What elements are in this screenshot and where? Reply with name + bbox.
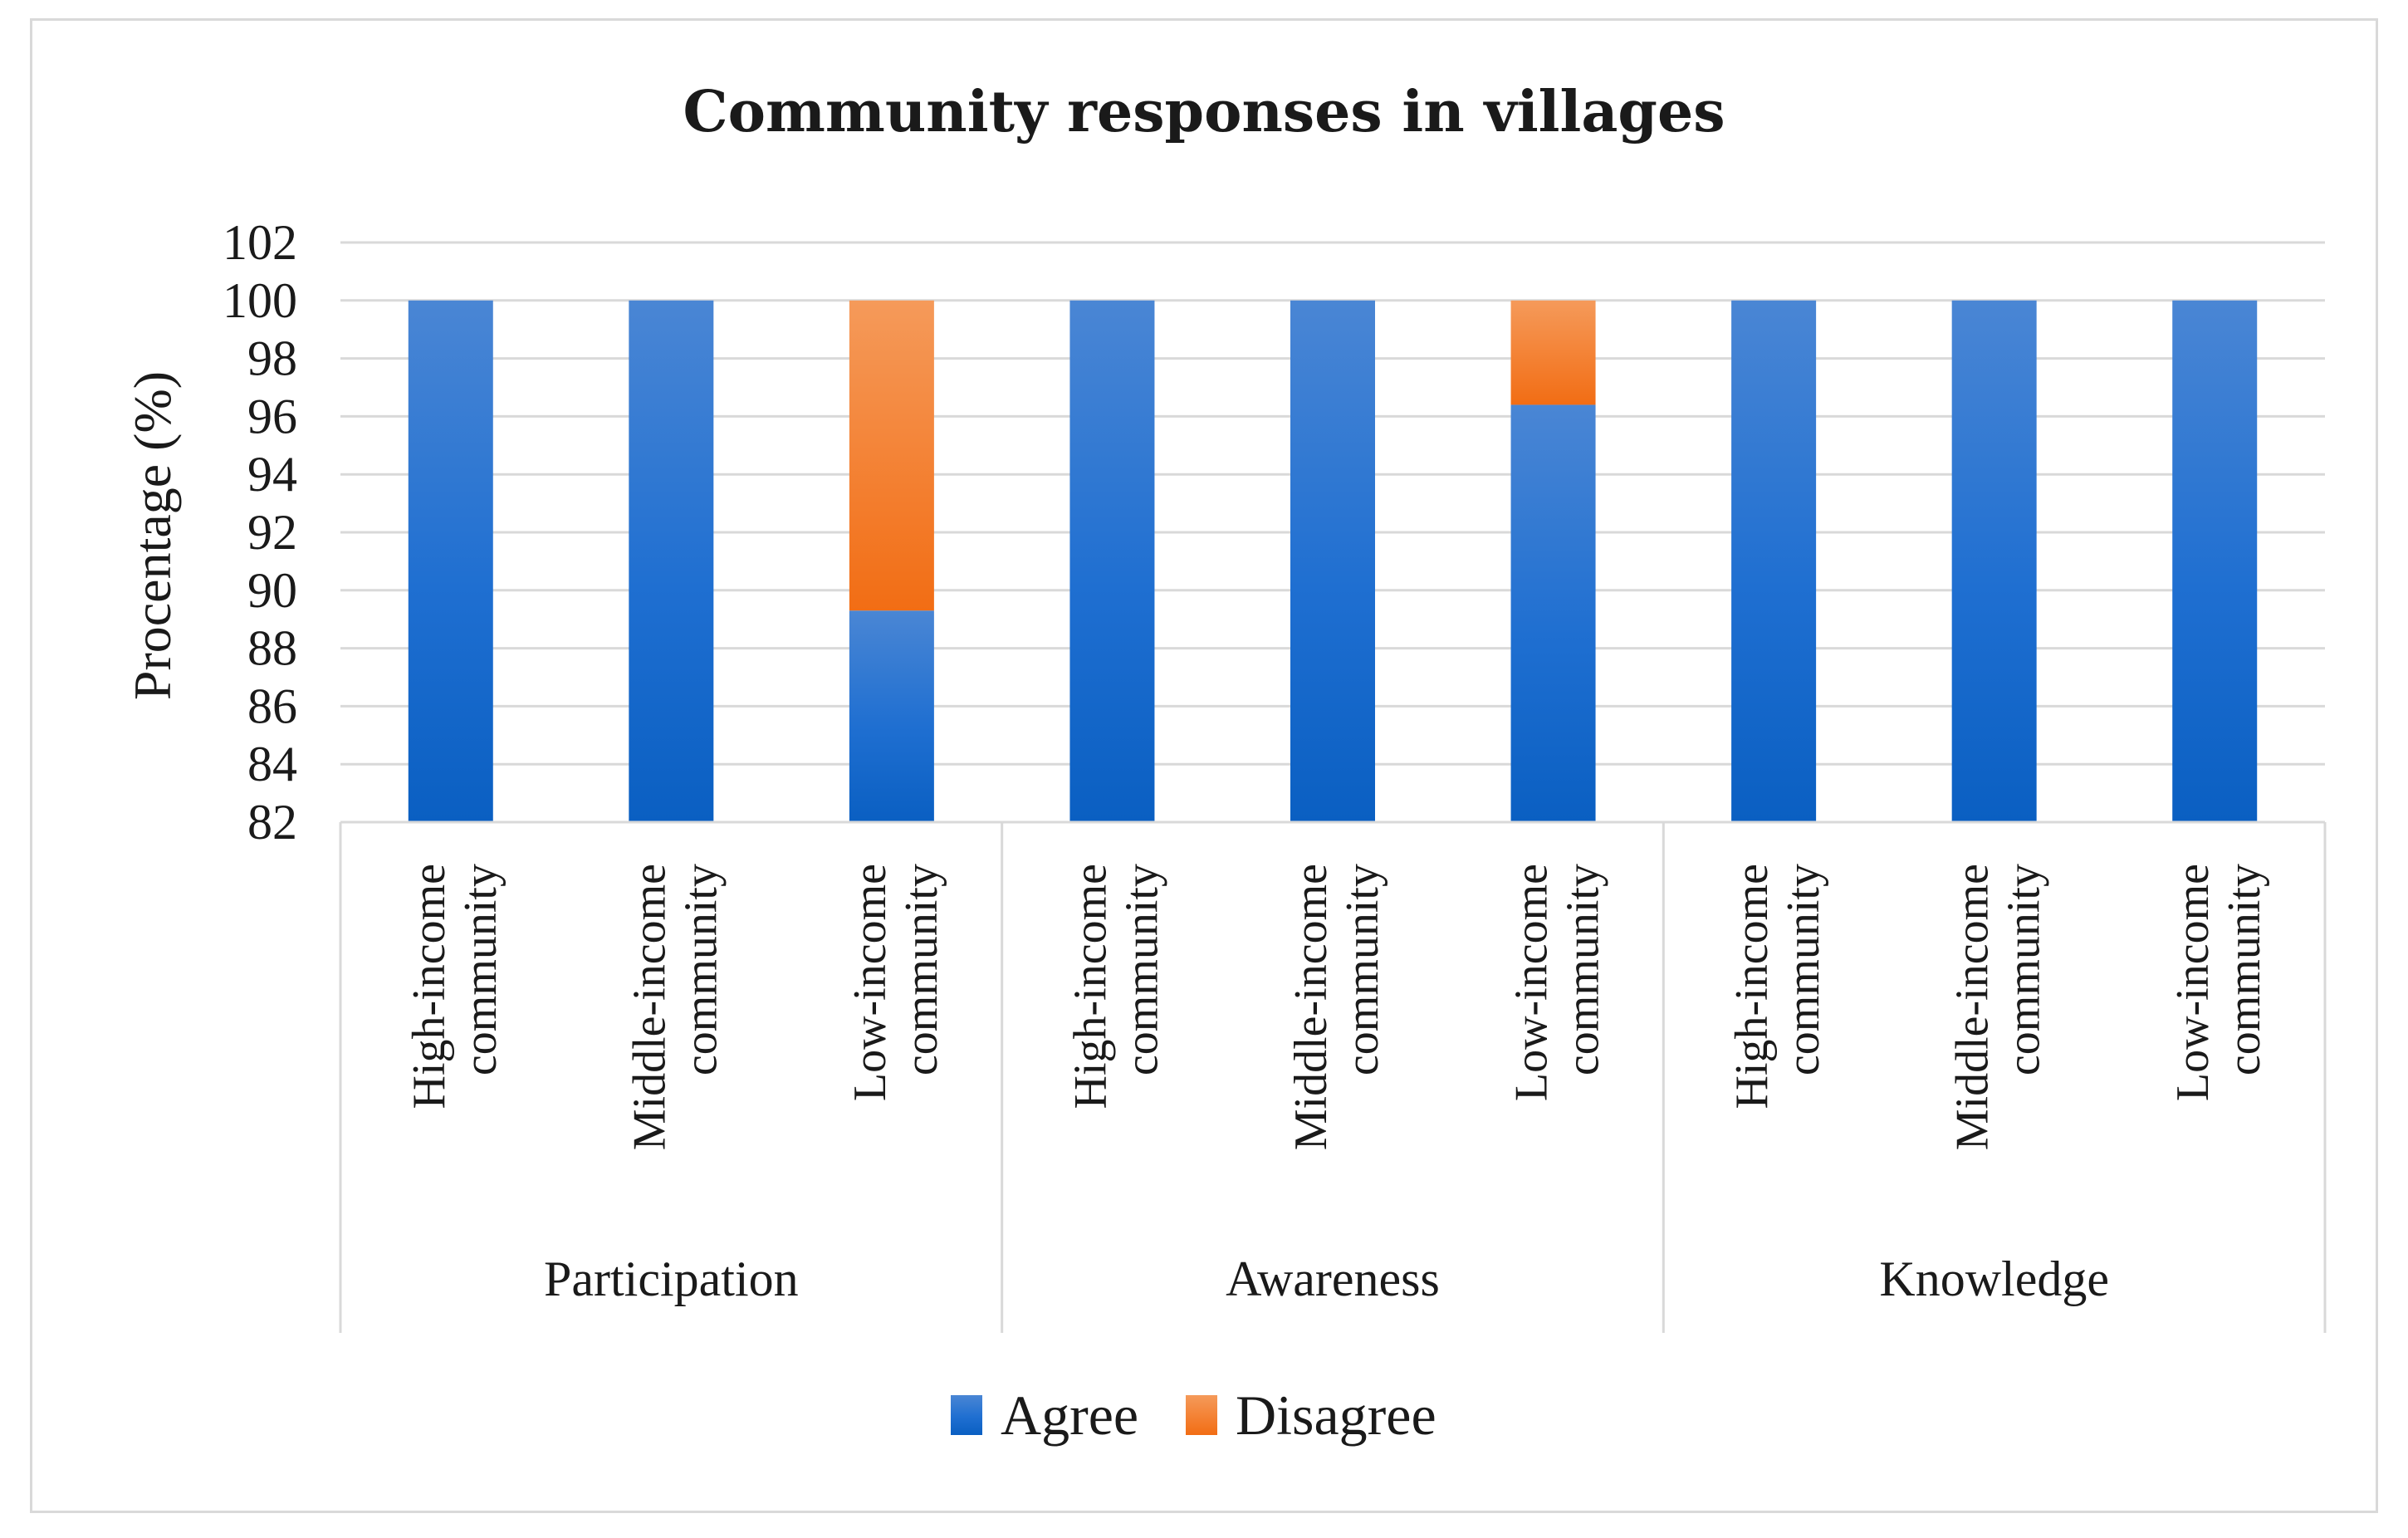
group-label: Participation xyxy=(544,1251,799,1306)
y-tick-label: 90 xyxy=(247,563,297,618)
category-label: High-incomecommunity xyxy=(1065,864,1167,1109)
y-tick-label: 92 xyxy=(247,505,297,560)
y-tick-label: 86 xyxy=(247,678,297,733)
y-axis-label: Procentage (%) xyxy=(123,371,182,700)
bar-agree xyxy=(849,610,934,822)
bar-agree xyxy=(1290,300,1375,822)
y-tick-label: 96 xyxy=(247,389,297,443)
bar-agree xyxy=(629,300,714,822)
x-axis: Participation High-incomecommunity Middle-… xyxy=(339,820,2327,1333)
category-label: High-incomecommunity xyxy=(1726,864,1829,1109)
bars xyxy=(408,300,2258,822)
bar-disagree xyxy=(849,300,934,611)
y-tick-label: 94 xyxy=(247,447,297,502)
bar-agree xyxy=(1510,404,1596,822)
legend-label-agree: Agree xyxy=(1001,1384,1138,1447)
category-label: Middle-incomecommunity xyxy=(624,864,727,1150)
category-label: Low-incomecommunity xyxy=(2167,864,2270,1101)
y-tick-label: 88 xyxy=(247,621,297,676)
bar-agree xyxy=(1069,300,1155,822)
category-label: Low-incomecommunity xyxy=(844,864,947,1101)
y-tick-label: 100 xyxy=(223,273,297,328)
legend-swatch-disagree xyxy=(1186,1395,1217,1435)
group-label: Knowledge xyxy=(1879,1251,2109,1306)
legend: Agree Disagree xyxy=(951,1384,1436,1447)
y-tick-label: 98 xyxy=(247,331,297,386)
bar-agree xyxy=(1951,300,2037,822)
bar-agree xyxy=(408,300,493,822)
y-tick-label: 102 xyxy=(223,215,297,270)
category-label: Middle-incomecommunity xyxy=(1285,864,1388,1150)
chart-title: Community responses in villages xyxy=(683,79,1725,145)
category-label: Low-incomecommunity xyxy=(1506,864,1609,1101)
y-tick-label: 84 xyxy=(247,737,297,791)
bar-disagree xyxy=(1510,300,1596,405)
category-label: High-incomecommunity xyxy=(404,864,507,1109)
legend-swatch-agree xyxy=(951,1395,982,1435)
group-label: Awareness xyxy=(1226,1251,1440,1306)
y-tick-label: 82 xyxy=(247,795,297,850)
category-label: Middle-incomecommunity xyxy=(1947,864,2050,1150)
legend-label-disagree: Disagree xyxy=(1236,1384,1436,1447)
bar-agree xyxy=(1731,300,1817,822)
bar-agree xyxy=(2172,300,2258,822)
